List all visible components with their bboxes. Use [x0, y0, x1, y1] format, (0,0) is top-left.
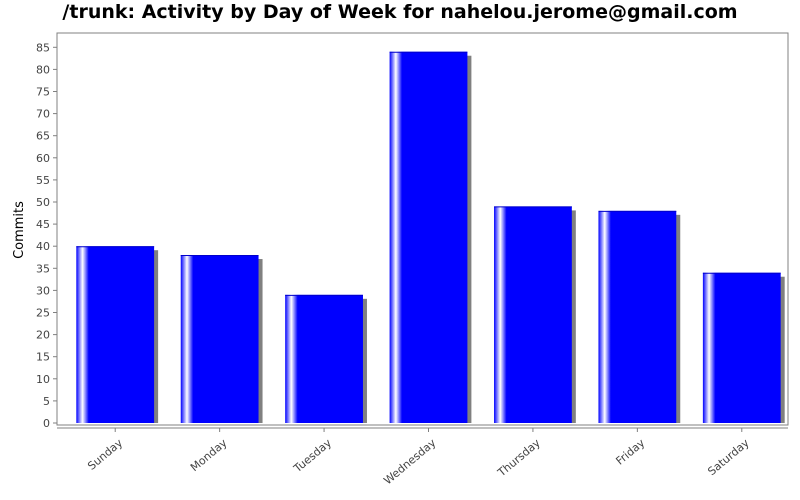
y-tick-label-0: 0 — [43, 417, 50, 430]
bars — [76, 51, 785, 423]
bar-4 — [494, 206, 572, 423]
x-tick-label-6: Saturday — [705, 436, 752, 478]
y-tick-label-1: 5 — [43, 395, 50, 408]
y-tick-label-16: 80 — [36, 63, 50, 76]
y-axis-label: Commits — [12, 201, 27, 259]
y-tick-label-7: 35 — [36, 262, 50, 275]
x-tick-label-5: Friday — [613, 436, 647, 468]
chart-title: /trunk: Activity by Day of Week for nahe… — [62, 1, 738, 23]
y-tick-label-3: 15 — [36, 351, 50, 364]
x-axis: Sunday Monday Tuesday Wednesday Thursday Frid… — [57, 424, 788, 487]
x-tick-label-2: Tuesday — [291, 436, 335, 476]
y-tick-label-2: 10 — [36, 373, 50, 386]
x-tick-label-4: Thursday — [495, 436, 544, 480]
y-tick-label-11: 55 — [36, 174, 50, 187]
y-tick-label-6: 30 — [36, 284, 50, 297]
bar-1 — [180, 255, 259, 423]
y-tick-label-8: 40 — [36, 240, 50, 253]
bar-0 — [76, 246, 155, 423]
y-tick-label-14: 70 — [36, 108, 50, 121]
y-tick-label-9: 45 — [36, 218, 50, 231]
x-tick-label-1: Monday — [188, 436, 230, 474]
bar-5 — [598, 210, 677, 423]
y-axis: 0 5 10 15 20 25 30 35 40 45 50 55 60 65 70 75 80 85 — [36, 41, 57, 430]
y-tick-label-17: 85 — [36, 41, 50, 54]
y-tick-label-13: 65 — [36, 130, 50, 143]
bar-2 — [285, 294, 363, 423]
bar-3 — [389, 51, 468, 423]
y-tick-label-10: 50 — [36, 196, 50, 209]
y-tick-label-15: 75 — [36, 86, 50, 99]
x-tick-label-3: Wednesday — [381, 436, 439, 487]
y-tick-label-5: 25 — [36, 307, 50, 320]
x-tick-label-0: Sunday — [85, 436, 125, 473]
bar-6 — [702, 272, 781, 423]
y-tick-label-12: 60 — [36, 152, 50, 165]
y-tick-label-4: 20 — [36, 329, 50, 342]
